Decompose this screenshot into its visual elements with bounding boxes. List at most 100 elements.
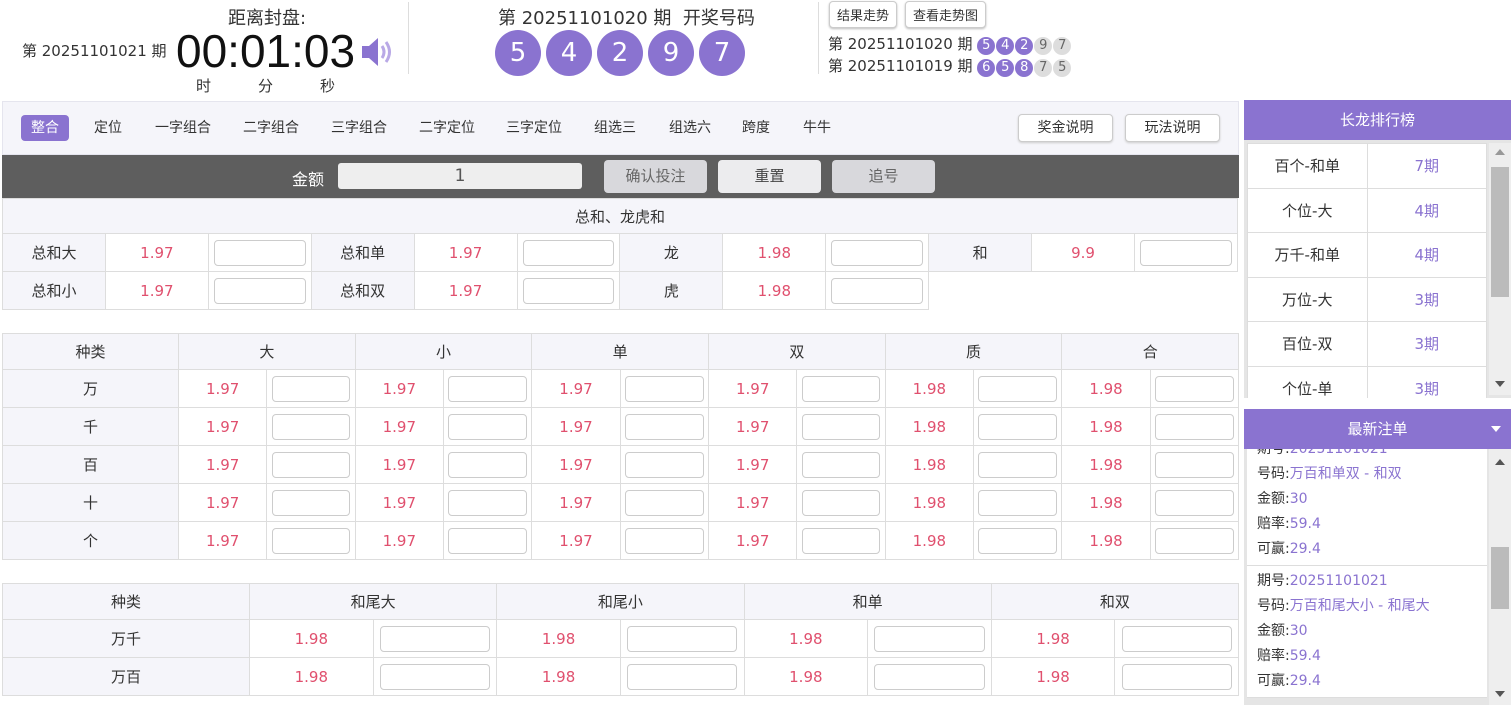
bet-amount-input[interactable]: [801, 527, 881, 554]
tab-10[interactable]: 牛牛: [803, 120, 831, 136]
rules-button[interactable]: 玩法说明: [1125, 114, 1220, 142]
bet-amount-input[interactable]: [978, 375, 1057, 402]
bet-amount-input[interactable]: [978, 489, 1057, 516]
scroll-down-icon[interactable]: [1495, 691, 1505, 697]
ranking-scrollbar[interactable]: [1489, 143, 1511, 395]
scroll-up-icon[interactable]: [1495, 149, 1505, 155]
sum-tail-table: 种类 和尾大 和尾小 和单 和双 万千 1.98 1.98 1.98 1.98 万百 1.98 1.98…: [2, 583, 1240, 696]
bet-amount-input[interactable]: [627, 663, 738, 690]
scroll-up-icon[interactable]: [1495, 459, 1505, 465]
bet-amount-input[interactable]: [448, 375, 527, 402]
column-header: 小: [354, 333, 533, 370]
bet-amount-input[interactable]: [1155, 451, 1234, 478]
history-ball: 5: [977, 37, 996, 55]
bet-amount-input[interactable]: [625, 375, 704, 402]
bet-amount-input[interactable]: [801, 489, 881, 516]
caret-down-icon: [1491, 426, 1501, 432]
bet-amount-input[interactable]: [1140, 239, 1232, 266]
bet-cell: [867, 619, 992, 658]
sound-icon[interactable]: [360, 36, 396, 72]
bet-amount-input[interactable]: [271, 413, 351, 440]
tab-0[interactable]: 整合: [21, 115, 69, 141]
scroll-down-icon[interactable]: [1495, 381, 1505, 387]
bet-amount-input[interactable]: [1121, 625, 1232, 652]
odds: 1.98: [496, 619, 621, 658]
tab-8[interactable]: 组选六: [669, 120, 711, 136]
bet-amount-input[interactable]: [271, 375, 351, 402]
bet-amount-input[interactable]: [801, 451, 881, 478]
bet-amount-input[interactable]: [271, 527, 351, 554]
bet-amount-input[interactable]: [448, 451, 527, 478]
bet-cell: [266, 445, 356, 484]
bet-cell: [207, 233, 312, 272]
bet-amount-input[interactable]: [1155, 375, 1234, 402]
bet-odds-value: 59.4: [1289, 648, 1321, 664]
prize-info-button[interactable]: 奖金说明: [1018, 114, 1113, 142]
bet-cell: [516, 233, 621, 272]
bet-amount-label: 金额:: [1257, 623, 1290, 639]
bet-amount-input[interactable]: [874, 663, 985, 690]
bet-amount-input[interactable]: [271, 451, 351, 478]
bet-amount-input[interactable]: [1155, 489, 1234, 516]
bet-amount-input[interactable]: [213, 239, 306, 266]
sum-dragon-tiger-table: 总和、龙虎和 总和大 1.97 总和单 1.97 龙 1.98 和 9.9 总和小 1.97 总和双 1…: [2, 198, 1239, 310]
bet-amount-input[interactable]: [831, 277, 924, 304]
tab-6[interactable]: 三字定位: [506, 120, 562, 136]
bet-amount-value: 30: [1289, 491, 1308, 507]
column-header: 种类: [2, 583, 250, 620]
bet-amount-input[interactable]: [625, 413, 704, 440]
tab-4[interactable]: 三字组合: [331, 120, 387, 136]
bet-amount-input[interactable]: [448, 527, 527, 554]
position-table: 种类大小单双质合万 1.97 1.97 1.97 1.97 1.98 1.98 千 1.97 1.…: [2, 333, 1240, 560]
bet-amount-input[interactable]: [522, 239, 615, 266]
bet-amount-input[interactable]: [978, 527, 1057, 554]
tab-2[interactable]: 一字组合: [155, 120, 211, 136]
bet-amount-input[interactable]: [831, 239, 924, 266]
bet-amount-input[interactable]: [978, 451, 1057, 478]
bet-cell: [266, 369, 356, 408]
bet-amount-input[interactable]: [448, 489, 527, 516]
reset-button[interactable]: 重置: [718, 160, 821, 193]
tab-5[interactable]: 二字定位: [419, 120, 475, 136]
bet-amount-input[interactable]: [625, 527, 704, 554]
column-header: 和单: [743, 583, 992, 620]
bet-cell: [266, 521, 356, 560]
tab-7[interactable]: 组选三: [594, 120, 636, 136]
bet-amount-input[interactable]: [801, 375, 881, 402]
tab-3[interactable]: 二字组合: [243, 120, 299, 136]
bet-amount-input[interactable]: [978, 413, 1057, 440]
bet-cell: [1114, 657, 1240, 696]
bet-amount-input[interactable]: [213, 277, 306, 304]
odds: 1.97: [708, 483, 798, 522]
table-row: 总和小 1.97 总和双 1.97 虎 1.98: [2, 271, 1238, 310]
result-trend-button[interactable]: 结果走势: [829, 1, 898, 28]
bet-amount-input[interactable]: [1155, 413, 1234, 440]
bet-amount-input[interactable]: [625, 489, 704, 516]
amount-input[interactable]: 1: [338, 163, 582, 189]
recent-scrollbar[interactable]: [1489, 449, 1511, 705]
bet-label: 龙: [619, 233, 724, 272]
bet-amount-input[interactable]: [271, 489, 351, 516]
ranking-count: 4期: [1366, 232, 1487, 278]
row-label: 万: [2, 369, 179, 408]
tab-1[interactable]: 定位: [94, 120, 122, 136]
recent-bets-title[interactable]: 最新注单: [1244, 409, 1511, 449]
bet-cell: [1149, 369, 1240, 408]
empty-cell: [928, 271, 1238, 310]
chase-button[interactable]: 追号: [832, 160, 935, 193]
confirm-bet-button[interactable]: 确认投注: [604, 160, 707, 193]
view-trend-chart-button[interactable]: 查看走势图: [905, 1, 987, 28]
bet-amount-input[interactable]: [522, 277, 615, 304]
bet-amount-input[interactable]: [379, 663, 491, 690]
tab-9[interactable]: 跨度: [742, 120, 770, 136]
bet-amount-input[interactable]: [874, 625, 985, 652]
bet-amount-input[interactable]: [1121, 663, 1232, 690]
bet-amount-input[interactable]: [627, 625, 738, 652]
bet-cell: [516, 271, 621, 310]
bet-amount-input[interactable]: [379, 625, 491, 652]
bet-amount-input[interactable]: [1155, 527, 1234, 554]
bet-amount-input[interactable]: [801, 413, 881, 440]
bet-issue-label: 期号:: [1257, 449, 1290, 457]
bet-amount-input[interactable]: [625, 451, 704, 478]
bet-amount-input[interactable]: [448, 413, 527, 440]
